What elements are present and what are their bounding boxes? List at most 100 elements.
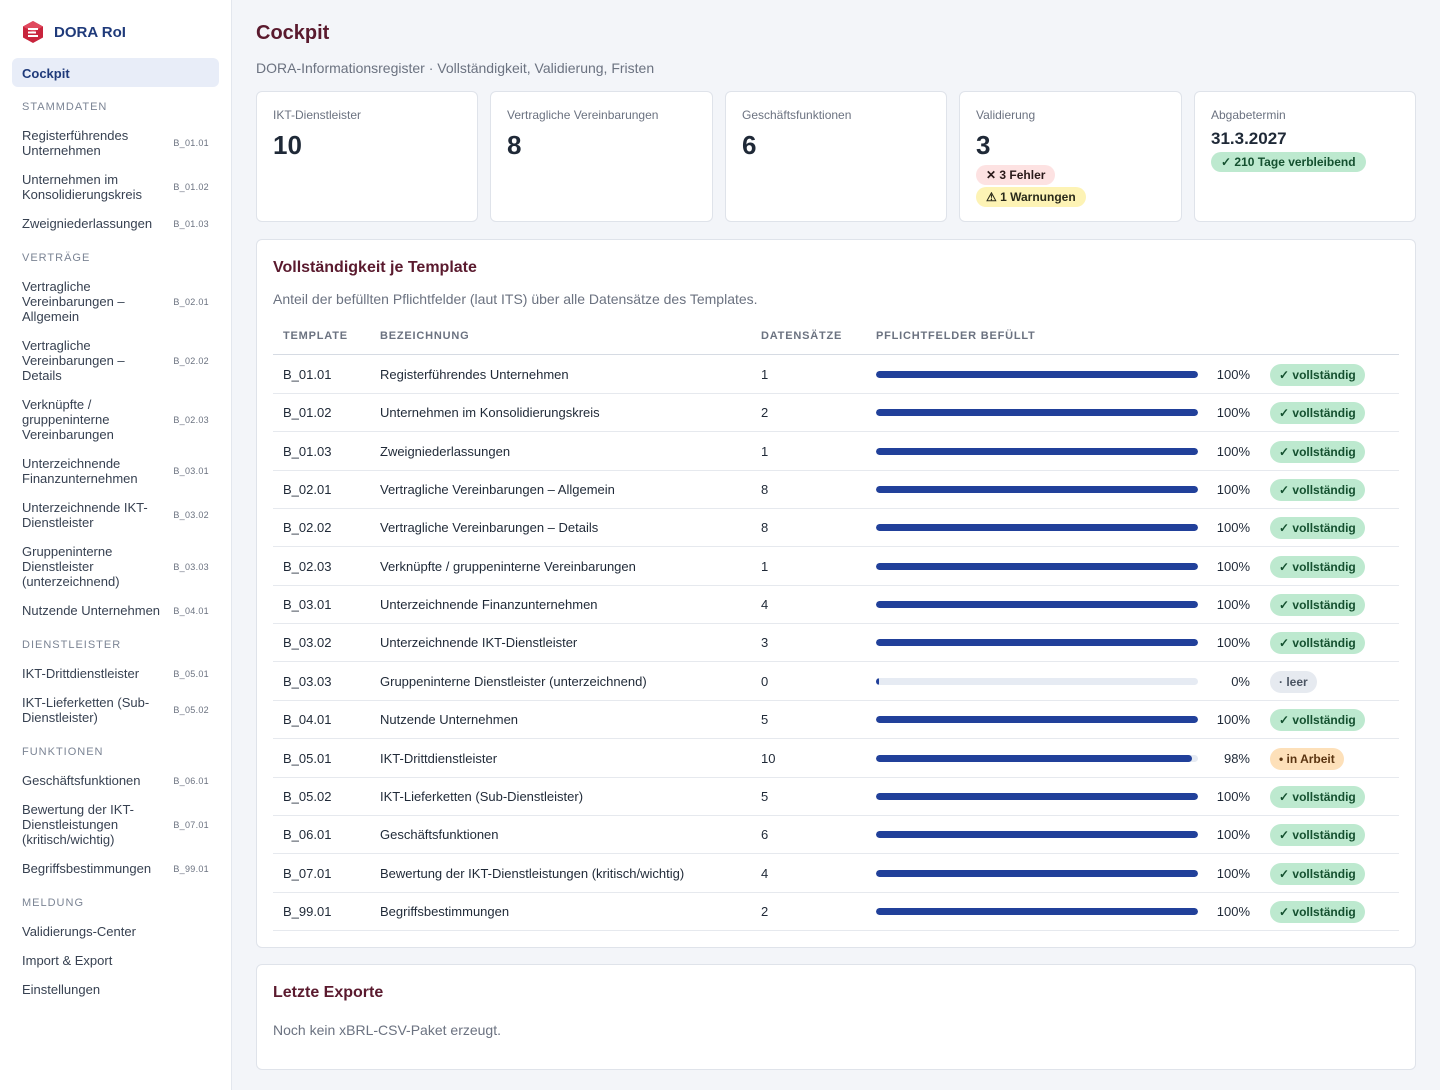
progress-fill [876,907,1198,915]
table-row[interactable]: B_02.02 Vertragliche Vereinbarungen – Det… [273,509,1399,548]
template-code: B_03.01 [173,466,209,476]
nav-item-b-03-03[interactable]: Gruppeninterne Dienstleister (unterzeich… [22,544,209,589]
table-row[interactable]: B_03.01 Unterzeichnende Finanzunternehmen… [273,586,1399,625]
record-count: 5 [761,788,769,804]
section-meldung: MELDUNG [22,897,85,909]
template-code: B_05.01 [173,668,209,679]
table-row[interactable]: B_03.02 Unterzeichnende IKT-Dienstleister… [273,624,1399,663]
nav-item-b-02-02[interactable]: Vertragliche Vereinbarungen – Details B_… [22,338,209,383]
progress-bar [876,907,1198,915]
kpi-label: Vertragliche Vereinbarungen [507,108,659,122]
template-name: Bewertung der IKT-Dienstleistungen (krit… [380,865,685,881]
table-row[interactable]: B_03.03 Gruppeninterne Dienstleister (unt… [273,663,1399,701]
column-header-records[interactable]: DATENSÄTZE [761,330,843,342]
record-count: 2 [761,903,769,919]
table-row[interactable]: B_04.01 Nutzende Unternehmen 5 100% ✓ vollst… [273,701,1399,740]
completeness-panel: Vollständigkeit je Template Anteil der b… [256,239,1416,948]
progress-fill [876,716,1198,724]
dora-logo-icon [23,21,43,43]
kpi-card-deadline[interactable]: Abgabetermin 31.3.2027 ✓ 210 Tage verble… [1194,91,1416,222]
fill-percent: 100% [1216,635,1250,651]
nav-item-b-04-01[interactable]: Nutzende Unternehmen B_04.01 [22,603,209,618]
kpi-value: 10 [273,130,302,160]
template-name: Unterzeichnende Finanzunternehmen [380,597,598,613]
column-header-name[interactable]: BEZEICHNUNG [380,330,470,342]
nav-item-b-03-01[interactable]: Unterzeichnende Finanzunternehmen B_03.0… [22,456,209,486]
nav-item-b-03-02[interactable]: Unterzeichnende IKT-Dienstleister B_03.0… [22,500,209,530]
progress-fill [876,639,1198,647]
template-code: B_99.01 [283,903,332,919]
status-badge: ✓ vollständig [1270,824,1365,847]
nav-item-import-export[interactable]: Import & Export [22,953,113,968]
template-code: B_02.03 [173,414,209,425]
progress-bar [876,409,1198,417]
kpi-card-contracts[interactable]: Vertragliche Vereinbarungen 8 [490,91,713,222]
warning-count-badge[interactable]: ⚠ 1 Warnungen [976,187,1086,207]
progress-fill [876,831,1198,839]
nav-item-b-05-02[interactable]: IKT-Lieferketten (Sub-Dienstleister) B_0… [22,695,209,725]
status-badge: ✓ vollständig [1270,555,1365,578]
template-name: Nutzende Unternehmen [380,712,519,728]
nav-item-b-05-01[interactable]: IKT-Drittdienstleister B_05.01 [22,666,209,681]
nav-item-b-01-02[interactable]: Unternehmen im Konsolidierungskreis B_01… [22,172,209,202]
template-code: B_05.02 [173,705,209,715]
template-code: B_01.03 [173,218,209,229]
template-name: IKT-Drittdienstleister [380,750,498,766]
nav-item-validierungs-center[interactable]: Validierungs-Center [22,924,136,939]
brand[interactable]: DORA RoI [22,20,126,44]
record-count: 10 [761,750,776,766]
template-code: B_05.01 [283,750,332,766]
nav-item-b-07-01[interactable]: Bewertung der IKT-Dienstleistungen (krit… [22,802,209,847]
column-header-template[interactable]: TEMPLATE [283,330,348,342]
kpi-card-functions[interactable]: Geschäftsfunktionen 6 [725,91,947,222]
status-badge: ✓ vollständig [1270,364,1365,386]
template-name: IKT-Lieferketten (Sub-Dienstleister) [380,788,584,804]
table-row[interactable]: B_01.02 Unternehmen im Konsolidierungskre… [273,394,1399,433]
nav-item-b-02-03[interactable]: Verknüpfte / gruppeninterne Vereinbarung… [22,397,209,442]
record-count: 8 [761,482,769,498]
kpi-card-validation[interactable]: Validierung 3 ✕ 3 Fehler ⚠ 1 Warnungen [959,91,1182,222]
template-code: B_02.02 [173,355,209,366]
nav-item-b-02-01[interactable]: Vertragliche Vereinbarungen – Allgemein … [22,279,209,324]
kpi-label: Geschäftsfunktionen [742,108,852,122]
exports-empty-state: Noch kein xBRL-CSV-Paket erzeugt. [273,1022,501,1038]
table-row[interactable]: B_06.01 Geschäftsfunktionen 6 100% ✓ vollstä… [273,816,1399,855]
fill-percent: 98% [1223,750,1250,766]
progress-bar [876,601,1198,609]
progress-bar [876,486,1198,494]
status-badge: ✓ vollständig [1270,594,1365,617]
template-name: Begriffsbestimmungen [380,903,510,919]
nav-item-einstellungen[interactable]: Einstellungen [22,982,101,997]
table-row[interactable]: B_05.01 IKT-Drittdienstleister 10 98% • in A… [273,740,1399,778]
nav-item-b-99-01[interactable]: Begriffsbestimmungen B_99.01 [22,861,209,876]
status-badge: ✓ vollständig [1270,785,1365,808]
template-name: Registerführendes Unternehmen [380,367,569,382]
nav-item-cockpit[interactable]: Cockpit [12,58,219,87]
template-code: B_01.02 [173,182,209,192]
table-row[interactable]: B_99.01 Begriffsbestimmungen 2 100% ✓ vollst… [273,893,1399,931]
table-row[interactable]: B_02.03 Verknüpfte / gruppeninterne Verei… [273,548,1399,586]
template-code: B_03.01 [283,597,332,613]
fill-percent: 100% [1216,405,1250,421]
table-row[interactable]: B_05.02 IKT-Lieferketten (Sub-Dienstleist… [273,778,1399,816]
column-header-filled[interactable]: PFLICHTFELDER BEFÜLLT [876,330,1036,342]
nav-item-b-01-01[interactable]: Registerführendes Unternehmen B_01.01 [22,128,209,158]
fill-percent: 0% [1231,673,1250,689]
section-funktionen: FUNKTIONEN [22,746,104,758]
table-row[interactable]: B_02.01 Vertragliche Vereinbarungen – All… [273,471,1399,510]
kpi-card-providers[interactable]: IKT-Dienstleister 10 [256,91,478,222]
nav-item-b-01-03[interactable]: Zweigniederlassungen B_01.03 [22,216,209,231]
table-row[interactable]: B_01.03 Zweigniederlassungen 1 100% ✓ vollst… [273,433,1399,471]
fill-percent: 100% [1216,865,1250,881]
status-badge: · leer [1270,670,1317,693]
table-row[interactable]: B_01.01 Registerführendes Unternehmen 1 100… [273,356,1399,394]
kpi-label: IKT-Dienstleister [273,108,362,122]
template-code: B_06.01 [283,827,332,843]
error-count-badge[interactable]: ✕ 3 Fehler [976,165,1056,185]
template-name: Verknüpfte / gruppeninterne Vereinbarung… [380,558,636,574]
page-title: Cockpit [256,22,330,44]
table-row[interactable]: B_07.01 Bewertung der IKT-Dienstleistunge… [273,855,1399,893]
nav-item-b-06-01[interactable]: Geschäftsfunktionen B_06.01 [22,773,209,788]
template-code: B_06.01 [173,775,209,786]
fill-percent: 100% [1216,482,1250,498]
